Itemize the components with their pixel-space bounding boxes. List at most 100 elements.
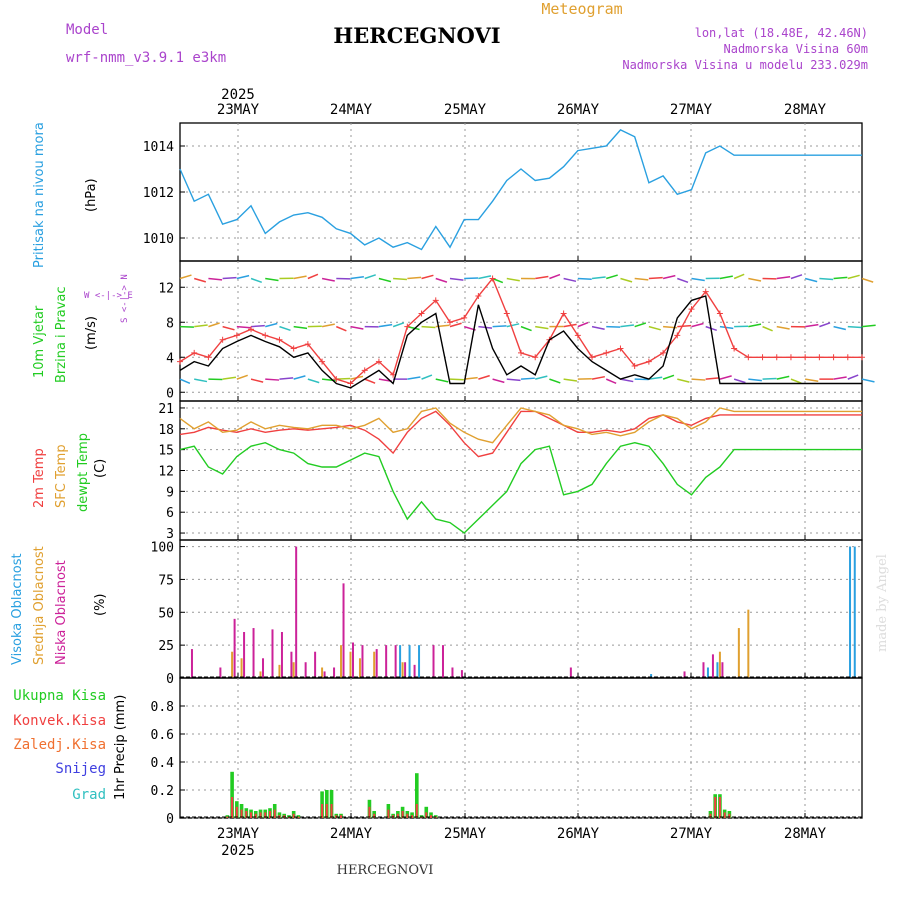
wind-speed-marker xyxy=(787,354,794,361)
precip-bar-konvek-kisa xyxy=(425,812,428,818)
wind-arrow xyxy=(577,321,589,328)
wind-arrow xyxy=(208,277,223,281)
wind-speed-marker xyxy=(617,345,624,352)
wind-arrow xyxy=(662,274,676,280)
cloud-bar-visoka-oblacnost xyxy=(706,667,709,678)
watermark: made by Angel xyxy=(875,554,890,652)
legend-snow: Snijeg xyxy=(55,761,106,777)
pressure-series-pressure xyxy=(179,129,862,251)
wind-arrow xyxy=(648,325,661,331)
wind-speed-marker xyxy=(276,336,283,343)
cloud-bar-niska-oblacnost xyxy=(219,667,222,678)
cloud-bar-niska-oblacnost xyxy=(683,671,686,678)
wind-arrow xyxy=(449,277,464,281)
cloud-bar-niska-oblacnost xyxy=(569,667,572,678)
wind-speed-marker xyxy=(432,297,439,304)
cloud-bar-srednja-oblacnost xyxy=(321,667,324,678)
wind-compass-sn: S <-|-> N xyxy=(120,274,130,323)
wind-arrow xyxy=(748,323,762,328)
wind-arrow xyxy=(648,376,663,380)
day-label-top: 25MAY xyxy=(444,102,487,118)
wind-speed-marker xyxy=(489,275,496,282)
wind-arrow xyxy=(378,323,393,328)
wind-arrow xyxy=(250,324,265,328)
wind-arrow xyxy=(804,277,818,283)
cloud-bar-niska-oblacnost xyxy=(385,645,388,678)
wind-arrow xyxy=(563,277,577,283)
wind-speed-marker xyxy=(404,323,411,330)
wind-arrow xyxy=(392,322,405,328)
wind-speed-marker xyxy=(560,310,567,317)
wind-arrow xyxy=(350,325,364,330)
precip-bar-konvek-kisa xyxy=(259,812,262,818)
cloud-bar-visoka-oblacnost xyxy=(716,662,719,678)
wind-arrow xyxy=(492,325,507,328)
cloud-bar-niska-oblacnost xyxy=(413,664,416,678)
wind-arrow xyxy=(520,377,535,380)
cloud-bar-srednja-oblacnost xyxy=(231,651,234,678)
precip-unit: 1hr Precip (mm) xyxy=(113,695,128,800)
wind-arrow xyxy=(819,322,831,328)
cloud-bar-niska-oblacnost xyxy=(375,649,378,678)
wind-arrow xyxy=(620,324,635,328)
y-tick-label: 75 xyxy=(158,573,174,588)
wind-speed-marker xyxy=(461,314,468,321)
wind-arrow xyxy=(364,378,376,384)
wind-arrow xyxy=(506,323,520,328)
temp2m-label: 2m Temp xyxy=(32,448,47,508)
day-labels-bottom: 23MAY 24MAY 25MAY 26MAY 27MAY 28MAY xyxy=(217,826,827,842)
wind-arrow xyxy=(748,277,762,282)
y-tick-label: 100 xyxy=(151,541,174,556)
wind-arrow xyxy=(506,378,521,382)
day-label-bottom: 23MAY xyxy=(217,826,260,842)
wind-unit: (m/s) xyxy=(84,316,99,350)
wind-series-gust xyxy=(179,295,862,389)
cloud-bar-niska-oblacnost xyxy=(441,645,444,678)
precip-bar-konvek-kisa xyxy=(250,812,253,818)
cloud-bar-niska-oblacnost xyxy=(451,667,454,678)
cloud-bar-srednja-oblacnost xyxy=(358,658,361,678)
low-cloud-label: Niska Oblacnost xyxy=(54,560,69,665)
wind-speed-marker xyxy=(731,345,738,352)
wind-arrow xyxy=(265,277,279,282)
wind-arrow xyxy=(691,322,704,328)
y-tick-label: 1010 xyxy=(143,232,174,247)
wind-arrow xyxy=(293,325,308,330)
wind-arrow xyxy=(293,275,307,280)
lonlat-label: lon,lat (18.48E, 42.46N) xyxy=(695,26,868,40)
y-tick-label: 6 xyxy=(166,506,174,521)
wind-speed-marker xyxy=(859,354,865,361)
cloud-bar-niska-oblacnost xyxy=(404,662,407,678)
day-label-bottom: 28MAY xyxy=(784,826,827,842)
wind-speed-marker xyxy=(589,354,596,361)
wind-arrow xyxy=(535,325,549,330)
wind-arrow xyxy=(492,277,504,284)
y-tick-label: 15 xyxy=(158,444,174,459)
wind-arrow xyxy=(520,325,532,332)
wind-arrow xyxy=(691,378,706,381)
wind-arrow xyxy=(805,378,819,383)
wind-arrow xyxy=(179,378,191,385)
wind-speed-marker xyxy=(631,363,638,369)
cloud-bar-niska-oblacnost xyxy=(314,651,317,678)
wind-arrow xyxy=(762,377,777,380)
wind-arrow xyxy=(407,276,422,280)
temperature-series-sfc-temp xyxy=(179,407,862,444)
cloud-bar-srednja-oblacnost xyxy=(401,662,404,678)
cloud-bar-niska-oblacnost xyxy=(460,670,463,678)
y-tick-label: 4 xyxy=(166,351,174,366)
wind-arrow xyxy=(535,275,549,280)
wind-speed-marker xyxy=(290,345,297,352)
wind-arrow xyxy=(606,274,618,280)
wind-speed-marker xyxy=(347,380,354,387)
wind-arrow xyxy=(492,378,505,384)
y-tick-label: 0.2 xyxy=(151,784,174,799)
wind-speed-marker xyxy=(191,349,198,356)
wind-series-wind-speed xyxy=(179,277,862,385)
cloud-bar-niska-oblacnost xyxy=(233,618,236,678)
wind-arrow xyxy=(194,378,208,383)
y-tick-label: 12 xyxy=(158,465,174,480)
wind-arrow xyxy=(222,276,237,280)
wind-arrow xyxy=(279,377,294,380)
